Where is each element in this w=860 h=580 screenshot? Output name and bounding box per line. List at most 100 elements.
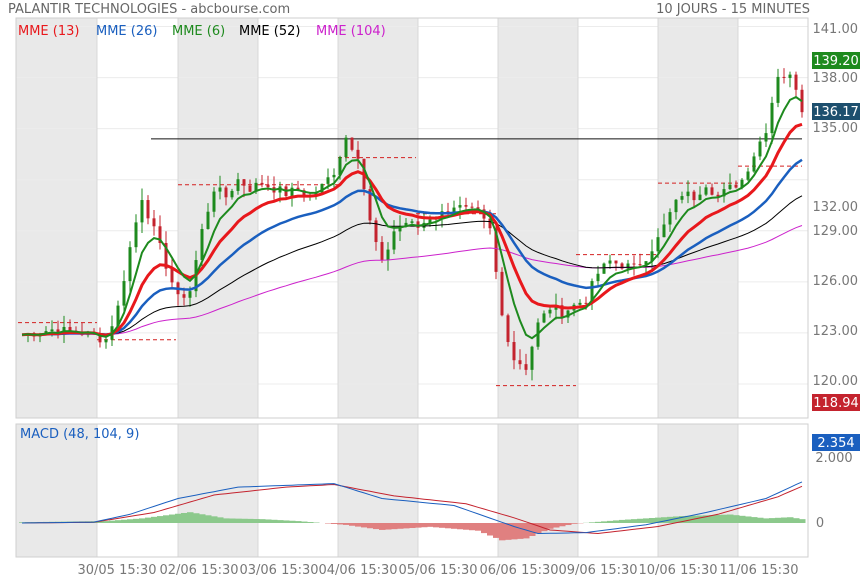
macd-histogram-bar [751,517,758,523]
macd-histogram-bar [625,519,632,523]
candle-body [560,305,564,318]
macd-histogram-bar [349,523,356,526]
candle-body [668,212,672,225]
x-tick-label: 04/06 15:30 [318,563,397,578]
macd-histogram-bar [571,523,578,524]
candle-body [524,364,528,370]
y-tick-label: 135.00 [813,121,859,136]
macd-histogram-bar [469,523,476,531]
macd-tick-label: 0 [816,516,824,531]
legend-mme-104: MME (104) [316,24,386,39]
candle-body [626,263,630,269]
macd-histogram-bar [367,523,374,529]
macd-histogram-bar [559,523,566,527]
macd-histogram-bar [379,523,386,530]
price-panel [15,17,809,419]
legend-mme-6: MME (6) [172,24,225,39]
macd-histogram-bar [643,518,650,523]
macd-histogram-bar [133,518,140,523]
candle-body [104,339,108,343]
macd-histogram-bar [397,523,404,529]
candle-body [518,360,522,365]
candle-body [164,242,168,269]
candle-body [746,171,750,180]
macd-histogram-bar [613,520,620,523]
macd-histogram-bar [241,518,248,523]
macd-histogram-bar [535,523,542,534]
candle-body [590,281,594,304]
macd-histogram-bar [277,520,284,523]
macd-histogram-bar [619,519,626,523]
macd-histogram-bar [595,521,602,523]
session-band [16,18,97,418]
macd-histogram-bar [685,515,692,523]
candle-body [242,179,246,186]
candle-body [290,187,294,196]
macd-histogram-bar [523,523,530,539]
macd-tick-label: 2.000 [815,451,852,466]
macd-histogram-bar [637,518,644,523]
candle-body [788,74,792,78]
candle-body [230,190,234,198]
candle-body [608,260,612,264]
candle-body [620,263,624,269]
macd-histogram-bar [97,521,104,523]
macd-histogram-bar [721,514,728,523]
candle-body [500,271,504,316]
candle-body [146,200,150,219]
macd-histogram-bar [205,515,212,523]
legend-mme-52: MME (52) [239,24,300,39]
macd-histogram-bar [223,518,230,523]
candle-body [632,263,636,265]
candle-body [512,342,516,361]
macd-histogram-bar [355,523,362,527]
y-tick-label: 123.00 [813,324,859,339]
candle-body [440,211,444,219]
macd-histogram-bar [649,517,656,523]
candle-body [776,76,780,103]
macd-histogram-bar [601,521,608,523]
candle-body [764,133,768,142]
candle-body [698,194,702,201]
low-price-label: 118.94 [813,396,859,411]
macd-histogram-bar [361,523,368,528]
y-tick-label: 138.00 [813,71,859,86]
mme-6-line [21,95,803,340]
candle-body [206,211,210,230]
macd-histogram-bar [283,520,290,523]
candle-body [374,220,378,243]
candle-body [584,302,588,304]
macd-histogram-bar [505,523,512,540]
candle-body [218,187,222,192]
macd-histogram-bar [193,513,200,523]
session-band [338,424,418,557]
candle-body [734,184,738,188]
y-tick-label: 120.00 [813,374,859,389]
candle-body [704,187,708,195]
macd-histogram-bar [511,523,518,540]
macd-histogram-bar [733,515,740,523]
macd-histogram-bar [775,517,782,523]
macd-histogram-bar [517,523,524,539]
candle-body [380,242,384,261]
macd-badge [812,434,860,451]
candle-body [122,281,126,306]
candle-body [398,226,402,232]
candle-body [650,251,654,262]
macd-histogram-bar [253,519,260,523]
macd-histogram-bar [727,514,734,523]
macd-histogram-bar [679,516,686,523]
candle-body [566,310,570,318]
candle-body [782,76,786,78]
macd-histogram-bar [529,523,536,536]
candle-body [578,302,582,305]
macd-histogram-bar [451,523,458,529]
macd-histogram-bar [709,515,716,523]
candle-body [254,182,258,192]
session-band [16,424,97,557]
macd-histogram-bar [445,523,452,529]
candle-body [140,200,144,223]
candle-body [596,273,600,282]
last-price-label: 136.17 [813,105,859,120]
candle-body [392,231,396,250]
